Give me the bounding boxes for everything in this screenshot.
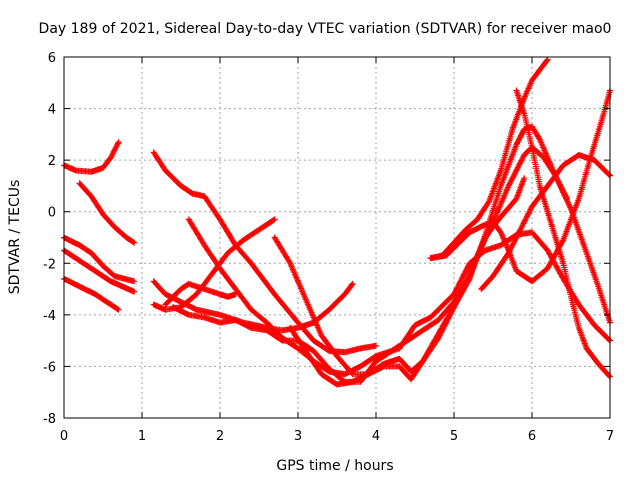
series-track-q xyxy=(513,87,613,380)
x-tick-label: 7 xyxy=(606,429,614,444)
y-tick-label: -6 xyxy=(43,360,56,375)
data-points xyxy=(427,87,613,285)
series-track-a xyxy=(61,139,122,175)
series-track-g xyxy=(185,216,613,378)
y-tick-label: -2 xyxy=(43,257,56,272)
y-tick-label: 4 xyxy=(48,103,56,118)
data-points xyxy=(150,149,379,356)
y-tick-label: 6 xyxy=(48,51,56,66)
y-tick-label: 2 xyxy=(48,154,56,169)
x-tick-label: 6 xyxy=(528,429,536,444)
x-tick-label: 3 xyxy=(294,429,302,444)
data-points xyxy=(513,87,613,380)
series-track-d xyxy=(61,247,138,295)
y-axis-ticks: -8 -6 -4 -2 0 2 4 6 xyxy=(43,51,610,427)
data-points xyxy=(76,180,138,246)
series-track-b xyxy=(76,180,138,246)
y-tick-label: 0 xyxy=(48,206,56,221)
x-tick-label: 5 xyxy=(450,429,458,444)
data-points xyxy=(478,152,613,293)
y-tick-label: -4 xyxy=(43,309,56,324)
chart-title: Day 189 of 2021, Sidereal Day-to-day VTE… xyxy=(39,21,612,37)
x-tick-label: 1 xyxy=(138,429,146,444)
series-track-o xyxy=(427,87,613,285)
x-axis-ticks: 0 1 2 3 4 5 6 7 xyxy=(60,57,614,444)
series-group xyxy=(61,56,613,388)
series-track-i xyxy=(150,216,278,313)
data-points xyxy=(150,216,278,313)
y-axis-label: SDTVAR / TECUs xyxy=(7,180,23,295)
x-tick-label: 0 xyxy=(60,429,68,444)
series-track-j xyxy=(162,280,239,308)
data-points xyxy=(185,216,613,378)
y-tick-label: -8 xyxy=(43,412,56,427)
grid xyxy=(64,57,610,418)
x-tick-label: 4 xyxy=(372,429,380,444)
series-track-p xyxy=(478,152,613,293)
plot-frame xyxy=(63,56,611,419)
data-points xyxy=(61,139,122,175)
x-axis-label: GPS time / hours xyxy=(276,458,393,474)
data-points xyxy=(61,247,138,295)
series-track-f xyxy=(150,149,379,356)
x-tick-label: 2 xyxy=(216,429,224,444)
data-points xyxy=(162,280,239,308)
